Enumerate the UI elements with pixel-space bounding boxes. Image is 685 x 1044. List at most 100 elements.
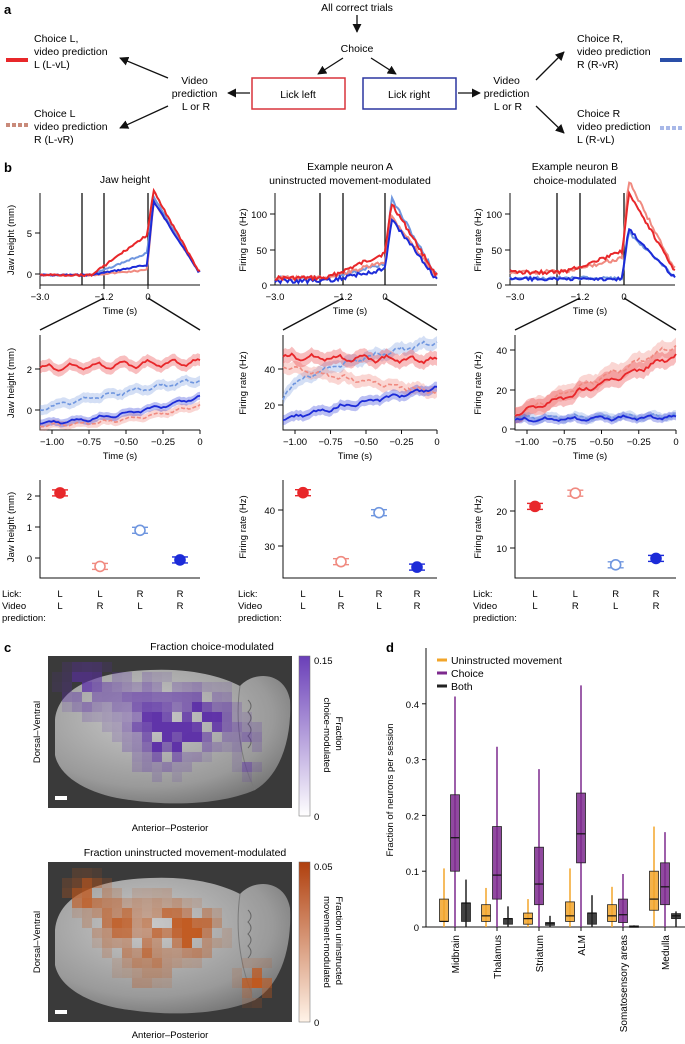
panel-b: b Jaw height Example neuron A uninstruct… xyxy=(2,160,679,624)
heat-cell xyxy=(242,978,252,988)
heat-cell xyxy=(232,978,242,988)
heat-cell xyxy=(232,742,242,752)
box-midbrain-uninstructed xyxy=(439,898,449,922)
heat-cell xyxy=(192,692,202,702)
heat-cell xyxy=(152,898,162,908)
legend-uninstructed: Uninstructed movement xyxy=(451,655,562,667)
heat-cell xyxy=(82,682,92,692)
heat-cell xyxy=(162,898,172,908)
heat-cell xyxy=(152,948,162,958)
xtick-somatosensory-areas: Somatosensory areas xyxy=(619,935,630,1032)
heat-cell xyxy=(262,958,272,968)
heat-cell xyxy=(122,712,132,722)
heat-cell xyxy=(142,968,152,978)
heat-cell xyxy=(132,692,142,702)
heat-cell xyxy=(142,732,152,742)
cat-video: R xyxy=(653,601,660,612)
heat-cell xyxy=(212,908,222,918)
heat-cell xyxy=(172,762,182,772)
arrow-to-rvr xyxy=(535,51,565,81)
heat-cell xyxy=(162,958,172,968)
heat-cell xyxy=(242,988,252,998)
row-label-video: Video xyxy=(238,601,262,612)
heat-cell xyxy=(242,998,252,1008)
heat-cell xyxy=(152,928,162,938)
cbar-tick: 0 xyxy=(314,1018,319,1029)
ylabel-a-zoom: Firing rate (Hz) xyxy=(238,351,249,414)
heat-cell xyxy=(152,978,162,988)
heat-cell xyxy=(122,672,132,682)
heat-cell xyxy=(122,918,132,928)
tick: −1.2 xyxy=(571,292,590,303)
heat-cell xyxy=(202,712,212,722)
heat-cell xyxy=(202,948,212,958)
heat-cell xyxy=(132,722,142,732)
heat-cell xyxy=(82,672,92,682)
heat-cell xyxy=(222,732,232,742)
heat-cell xyxy=(112,692,122,702)
heat-cell xyxy=(222,692,232,702)
heat-cell xyxy=(172,918,182,928)
heat-cell xyxy=(182,908,192,918)
tick: 20 xyxy=(264,401,275,412)
heat-cell xyxy=(192,682,202,692)
heat-cell xyxy=(142,958,152,968)
tick: 100 xyxy=(251,210,267,221)
heat-cell xyxy=(182,938,192,948)
lick-right-label: Lick right xyxy=(388,89,430,101)
heat-cell xyxy=(262,978,272,988)
heat-cell xyxy=(92,702,102,712)
heat-cell xyxy=(252,722,262,732)
zoom-connector xyxy=(384,297,438,331)
heat-cell xyxy=(132,928,142,938)
heatmap-cells-movement xyxy=(62,868,272,1008)
heat-cell xyxy=(112,732,122,742)
tick: −1.00 xyxy=(283,437,307,448)
heat-cell xyxy=(92,672,102,682)
box-thalamus-both xyxy=(503,918,513,925)
colorbar-movement xyxy=(298,861,311,1023)
heat-cell xyxy=(52,672,62,682)
tick: 1 xyxy=(27,523,32,534)
heat-cell xyxy=(222,702,232,712)
heat-cell xyxy=(52,682,62,692)
heat-cell xyxy=(112,722,122,732)
heat-cell xyxy=(152,672,162,682)
heat-cell xyxy=(232,752,242,762)
heat-cell xyxy=(142,712,152,722)
legend-choice: Choice xyxy=(451,668,484,680)
heat-cell xyxy=(172,938,182,948)
neuron-a-dot-plot: 40 30 Firing rate (Hz) xyxy=(238,480,437,579)
tick: 0 xyxy=(434,437,439,448)
heat-cell xyxy=(122,948,132,958)
ylabel-b-top: Firing rate (Hz) xyxy=(473,208,484,271)
heat-cell xyxy=(122,938,132,948)
heat-cell xyxy=(162,702,172,712)
heat-cell xyxy=(252,998,262,1008)
cat-lick: R xyxy=(177,589,184,600)
heat-cell xyxy=(82,702,92,712)
heat-cell xyxy=(182,752,192,762)
heat-cell xyxy=(192,732,202,742)
heat-cell xyxy=(192,958,202,968)
row-label-video: Video xyxy=(473,601,497,612)
heat-cell xyxy=(102,878,112,888)
heat-cell xyxy=(122,908,132,918)
dot-r-vl xyxy=(609,559,622,571)
heat-cell xyxy=(102,712,112,722)
cat-video: R xyxy=(572,601,579,612)
heat-cell xyxy=(232,732,242,742)
panel-c: c Fraction choice-modulated 0.15 0 Fract… xyxy=(4,640,344,1041)
heat-cell xyxy=(102,888,112,898)
heat-cell xyxy=(62,878,72,888)
heat-cell xyxy=(72,662,82,672)
xlabel: Time (s) xyxy=(103,451,137,462)
heat-cell xyxy=(252,742,262,752)
lick-right-box xyxy=(362,77,457,110)
jaw-dot-plot: 2 1 0 Jaw height (mm) xyxy=(6,480,200,579)
heat-cell xyxy=(182,918,192,928)
brain-map-movement xyxy=(48,862,292,1022)
heat-cell xyxy=(142,888,152,898)
xtick-medulla: Medulla xyxy=(661,935,672,970)
cat-video: R xyxy=(414,601,421,612)
